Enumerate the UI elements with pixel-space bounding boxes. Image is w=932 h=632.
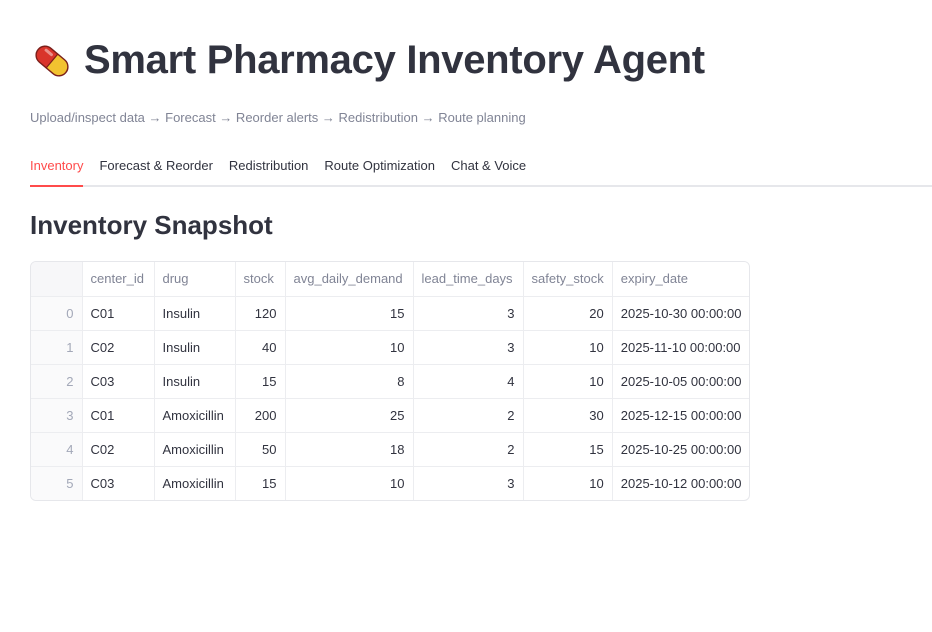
column-header-safety-stock[interactable]: safety_stock — [523, 262, 613, 297]
row-index: 0 — [31, 296, 83, 331]
cell-drug[interactable]: Amoxicillin — [154, 466, 236, 500]
cell-stock[interactable]: 50 — [235, 432, 286, 467]
row-index: 4 — [31, 432, 83, 467]
cell-drug[interactable]: Insulin — [154, 296, 236, 331]
row-index: 1 — [31, 330, 83, 365]
cell-drug[interactable]: Insulin — [154, 364, 236, 399]
column-header-center-id[interactable]: center_id — [82, 262, 155, 297]
column-header-expiry-date[interactable]: expiry_date — [612, 262, 750, 297]
table-row: 0 C01 Insulin 120 15 3 20 2025-10-30 00:… — [31, 296, 750, 331]
row-index: 3 — [31, 398, 83, 433]
cell-stock[interactable]: 15 — [235, 466, 286, 500]
cell-center-id[interactable]: C02 — [82, 330, 155, 365]
cell-safety-stock[interactable]: 30 — [523, 398, 613, 433]
page-title: Smart Pharmacy Inventory Agent — [84, 38, 705, 82]
cell-avg-daily-demand[interactable]: 8 — [285, 364, 414, 399]
row-index: 2 — [31, 364, 83, 399]
cell-center-id[interactable]: C03 — [82, 466, 155, 500]
cell-expiry-date[interactable]: 2025-10-12 00:00:00 — [620, 475, 742, 491]
cell-safety-stock[interactable]: 20 — [523, 296, 613, 331]
cell-expiry-date[interactable]: 2025-10-25 00:00:00 — [612, 432, 750, 467]
cell-lead-time-days[interactable]: 2 — [413, 432, 524, 467]
cell-expiry-date[interactable]: 2025-10-30 00:00:00 — [612, 296, 750, 331]
column-header-index[interactable] — [31, 262, 83, 297]
cell-lead-time-days[interactable]: 3 — [413, 466, 524, 500]
column-header-avg-daily-demand[interactable]: avg_daily_demand — [285, 262, 414, 297]
cell-stock[interactable]: 120 — [235, 296, 286, 331]
column-header-lead-time-days[interactable]: lead_time_days — [413, 262, 524, 297]
tab-redistribution[interactable]: Redistribution — [228, 158, 309, 173]
cell-avg-daily-demand[interactable]: 18 — [285, 432, 414, 467]
cell-center-id[interactable]: C03 — [82, 364, 155, 399]
table-header-row: center_id drug stock avg_daily_demand le… — [31, 262, 750, 297]
cell-center-id[interactable]: C01 — [82, 398, 155, 433]
column-header-stock[interactable]: stock — [235, 262, 286, 297]
cell-expiry-date[interactable]: 2025-11-10 00:00:00 — [612, 330, 750, 365]
cell-avg-daily-demand[interactable]: 15 — [285, 296, 414, 331]
cell-lead-time-days[interactable]: 3 — [413, 296, 524, 331]
cell-stock[interactable]: 200 — [235, 398, 286, 433]
cell-safety-stock[interactable]: 10 — [523, 364, 613, 399]
cell-stock[interactable]: 15 — [235, 364, 286, 399]
cell-center-id[interactable]: C02 — [82, 432, 155, 467]
tab-chat-voice[interactable]: Chat & Voice — [450, 158, 527, 173]
cell-lead-time-days[interactable]: 4 — [413, 364, 524, 399]
table-row: 5 C03 Amoxicillin 15 10 3 10 2025-10-12 … — [31, 466, 749, 500]
cell-drug[interactable]: Amoxicillin — [154, 432, 236, 467]
tab-route-optimization[interactable]: Route Optimization — [324, 158, 435, 173]
table-row: 1 C02 Insulin 40 10 3 10 2025-11-10 00:0… — [31, 330, 750, 365]
title-row: Smart Pharmacy Inventory Agent — [30, 38, 705, 83]
cell-lead-time-days[interactable]: 3 — [413, 330, 524, 365]
cell-avg-daily-demand[interactable]: 10 — [285, 330, 414, 365]
cell-expiry-date[interactable]: 2025-10-05 00:00:00 — [612, 364, 750, 399]
cell-safety-stock[interactable]: 10 — [523, 466, 613, 500]
cell-safety-stock[interactable]: 10 — [523, 330, 613, 365]
section-title: Inventory Snapshot — [30, 210, 273, 240]
table-row: 4 C02 Amoxicillin 50 18 2 15 2025-10-25 … — [31, 432, 750, 467]
tab-forecast-reorder[interactable]: Forecast & Reorder — [99, 158, 213, 173]
cell-lead-time-days[interactable]: 2 — [413, 398, 524, 433]
cell-expiry-date[interactable]: 2025-12-15 00:00:00 — [612, 398, 750, 433]
cell-stock[interactable]: 40 — [235, 330, 286, 365]
cell-center-id[interactable]: C01 — [82, 296, 155, 331]
column-header-drug[interactable]: drug — [154, 262, 236, 297]
page-subtitle: Upload/inspect data → Forecast → Reorder… — [30, 110, 526, 125]
pill-icon — [30, 39, 74, 83]
cell-avg-daily-demand[interactable]: 10 — [285, 466, 414, 500]
cell-avg-daily-demand[interactable]: 25 — [285, 398, 414, 433]
cell-safety-stock[interactable]: 15 — [523, 432, 613, 467]
tab-inventory[interactable]: Inventory — [30, 154, 84, 187]
table-row: 3 C01 Amoxicillin 200 25 2 30 2025-12-15… — [31, 398, 750, 433]
tab-bar: Inventory Forecast & Reorder Redistribut… — [30, 154, 932, 187]
table-row: 2 C03 Insulin 15 8 4 10 2025-10-05 00:00… — [31, 364, 750, 399]
row-index: 5 — [31, 466, 83, 500]
cell-drug[interactable]: Amoxicillin — [154, 398, 236, 433]
inventory-table[interactable]: center_id drug stock avg_daily_demand le… — [30, 261, 751, 501]
cell-drug[interactable]: Insulin — [154, 330, 236, 365]
